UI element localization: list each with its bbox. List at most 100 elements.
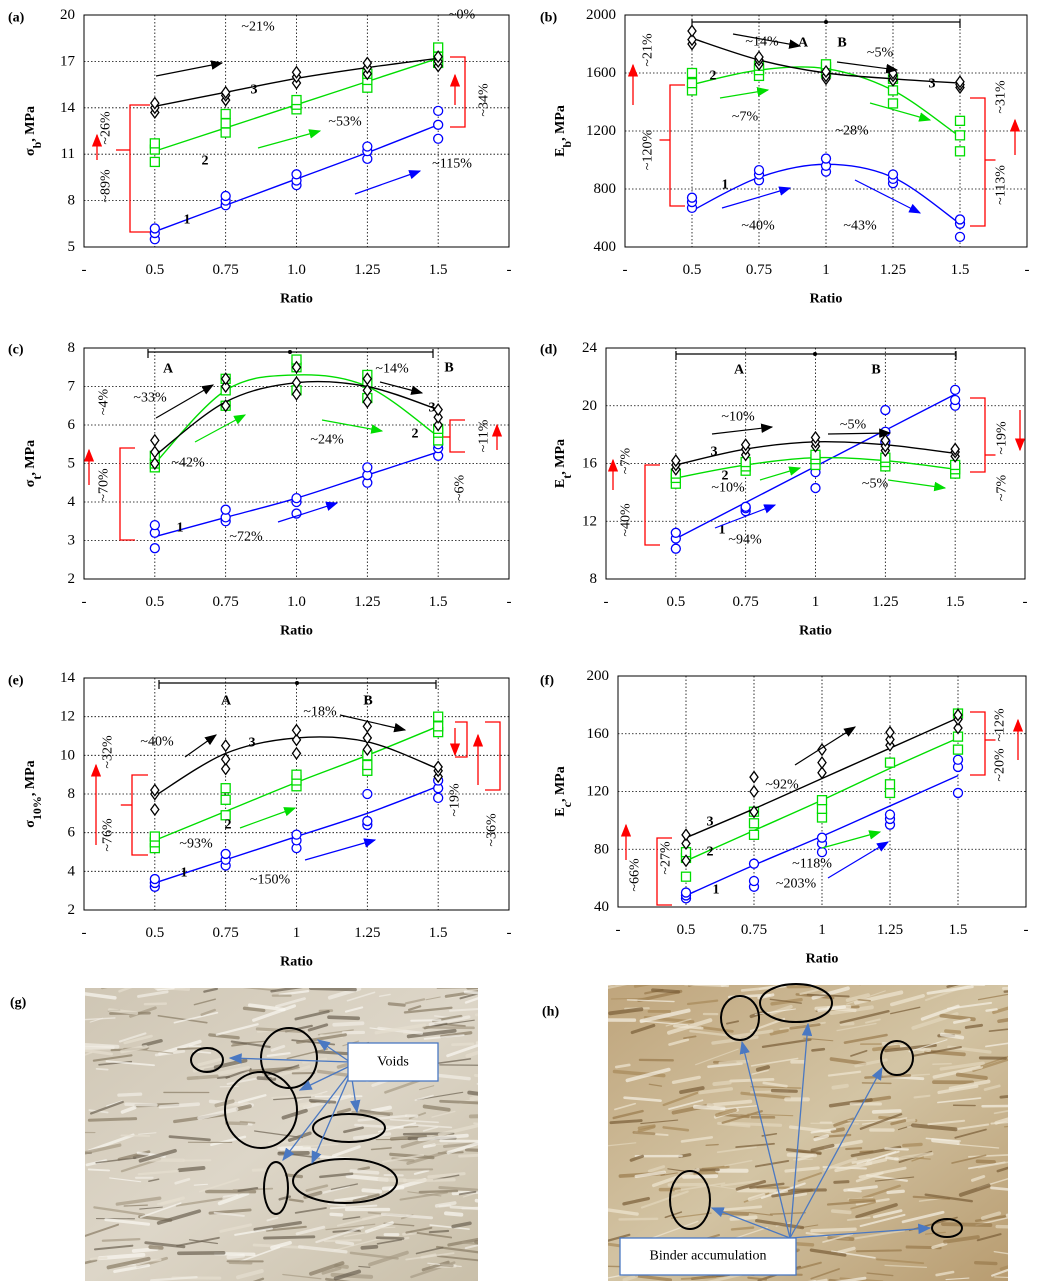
texture-stroke xyxy=(236,1269,264,1280)
data-point xyxy=(220,783,231,794)
texture-stroke xyxy=(839,1009,890,1024)
texture-stroke xyxy=(932,1065,983,1079)
annotation-arrow xyxy=(869,102,932,122)
texture-stroke xyxy=(120,1105,137,1114)
y-tick-label: 8 xyxy=(68,193,76,209)
texture-stroke xyxy=(408,1123,453,1129)
arrow xyxy=(789,1223,932,1239)
data-point xyxy=(149,543,160,554)
texture-stroke xyxy=(323,1239,362,1243)
texture-stroke xyxy=(138,1132,157,1135)
texture-stroke xyxy=(106,1256,151,1270)
texture-stroke xyxy=(811,1047,826,1052)
data-point xyxy=(433,105,444,117)
panel-label: (b) xyxy=(540,11,557,26)
texture-stroke xyxy=(651,1168,700,1188)
texture-stroke xyxy=(105,1060,155,1067)
data-point xyxy=(362,372,373,386)
texture-stroke xyxy=(219,1085,239,1088)
texture-stroke xyxy=(425,996,441,1001)
texture-stroke xyxy=(222,1193,239,1198)
texture-stroke xyxy=(429,1224,470,1230)
texture-stroke xyxy=(810,1128,837,1134)
texture-stroke xyxy=(175,1197,223,1207)
annotation: ~11% xyxy=(477,419,492,452)
texture-stroke xyxy=(810,1268,840,1280)
photo-ellipses xyxy=(190,983,963,1238)
y-tick-label: 4 xyxy=(68,494,76,510)
group-label: B xyxy=(871,363,880,378)
data-point xyxy=(754,50,764,64)
change-bracket xyxy=(970,397,986,473)
texture-stroke xyxy=(890,994,925,1007)
texture-stroke xyxy=(890,1119,907,1126)
annotation: ~70% xyxy=(97,468,112,502)
texture-stroke xyxy=(200,1008,216,1016)
texture-stroke xyxy=(346,991,376,1002)
texture-stroke xyxy=(652,1220,699,1239)
texture-stroke xyxy=(242,1006,266,1013)
texture-stroke xyxy=(889,977,932,981)
annotation: ~7% xyxy=(732,110,759,125)
data-point xyxy=(821,64,831,79)
texture-stroke xyxy=(748,1211,773,1216)
texture-stroke xyxy=(158,1102,200,1109)
texture-stroke xyxy=(994,1117,1008,1125)
series-label: 1 xyxy=(181,866,188,881)
data-point xyxy=(291,733,302,747)
annotation: ~5% xyxy=(867,46,894,61)
texture-stroke xyxy=(648,1083,663,1087)
data-point xyxy=(291,746,302,761)
x-tick-label: - xyxy=(1025,262,1030,278)
texture-stroke xyxy=(483,989,497,992)
x-tick-label: - xyxy=(507,262,512,278)
x-tick-label: - xyxy=(604,594,609,610)
data-point xyxy=(291,723,302,737)
texture-stroke xyxy=(120,1044,148,1054)
y-axis-label: Et, MPa xyxy=(553,439,575,488)
binder-ellipse xyxy=(931,1218,963,1238)
texture-stroke xyxy=(464,1244,478,1250)
texture-stroke xyxy=(476,1082,478,1085)
texture-stroke xyxy=(216,1075,231,1080)
texture-stroke xyxy=(817,1005,846,1013)
texture-stroke xyxy=(608,1142,637,1147)
texture-stroke xyxy=(168,1135,211,1142)
annotation-arrow xyxy=(277,501,339,523)
x-tick-label: 0.75 xyxy=(213,262,239,278)
texture-stroke xyxy=(139,1202,182,1219)
texture-stroke xyxy=(389,1118,439,1124)
texture-stroke xyxy=(809,1248,847,1257)
y-tick-label: 24 xyxy=(582,340,598,356)
data-point xyxy=(681,854,691,868)
texture-stroke xyxy=(674,1182,726,1192)
texture-stroke xyxy=(833,1180,850,1184)
texture-stroke xyxy=(92,1054,133,1062)
texture-stroke xyxy=(446,1043,478,1058)
void-ellipse xyxy=(190,1047,224,1073)
y-label-sub: t xyxy=(560,475,574,479)
texture-stroke xyxy=(997,1017,1008,1024)
texture-stroke xyxy=(461,1241,478,1246)
data-point xyxy=(150,433,160,448)
texture-stroke xyxy=(234,1227,273,1236)
y-tick-label: 5 xyxy=(68,456,76,472)
data-point xyxy=(362,742,373,757)
y-tick-label: 14 xyxy=(60,100,76,116)
texture-stroke xyxy=(364,1221,394,1234)
texture-stroke xyxy=(333,1238,381,1252)
x-tick-label: 0.5 xyxy=(145,262,164,278)
texture-stroke xyxy=(85,1051,93,1056)
texture-stroke xyxy=(925,1137,961,1142)
annotation: ~43% xyxy=(843,219,877,234)
texture-stroke xyxy=(861,1184,901,1200)
texture-stroke xyxy=(977,993,1008,1001)
texture-stroke xyxy=(939,1061,985,1071)
arrow xyxy=(228,1053,351,1064)
annotation: ~7% xyxy=(619,448,634,475)
data-point xyxy=(749,770,759,784)
x-tick-label: 0.75 xyxy=(733,594,759,610)
x-tick-label: 1 xyxy=(822,262,830,278)
